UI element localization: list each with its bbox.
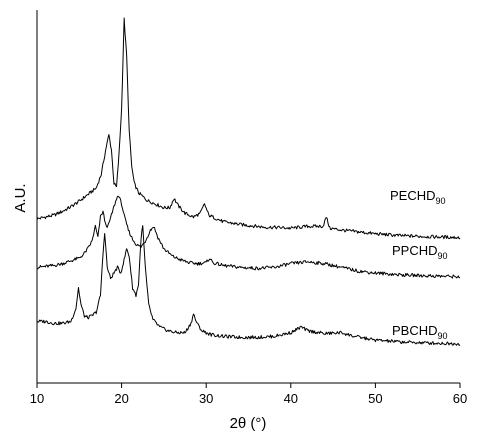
series-line-pechd [36, 17, 461, 240]
series-line-pbchd [36, 225, 461, 346]
series-label-pbchd: PBCHD90 [392, 323, 448, 341]
x-axis-label: 2θ (°) [230, 415, 267, 432]
series-label-ppchd: PPCHD90 [392, 243, 448, 261]
x-tick-label: 60 [453, 391, 467, 406]
series-labels: PECHD90 PPCHD90 PBCHD90 [390, 188, 448, 341]
series-group [36, 17, 461, 346]
x-ticks: 10 20 30 40 50 60 [30, 383, 467, 406]
x-tick-label: 50 [368, 391, 382, 406]
y-axis-label: A.U. [12, 183, 29, 212]
series-label-pechd: PECHD90 [390, 188, 446, 206]
x-tick-label: 10 [30, 391, 44, 406]
x-tick-label: 20 [114, 391, 128, 406]
series-line-ppchd [36, 195, 461, 279]
x-tick-label: 30 [199, 391, 213, 406]
x-tick-label: 40 [284, 391, 298, 406]
